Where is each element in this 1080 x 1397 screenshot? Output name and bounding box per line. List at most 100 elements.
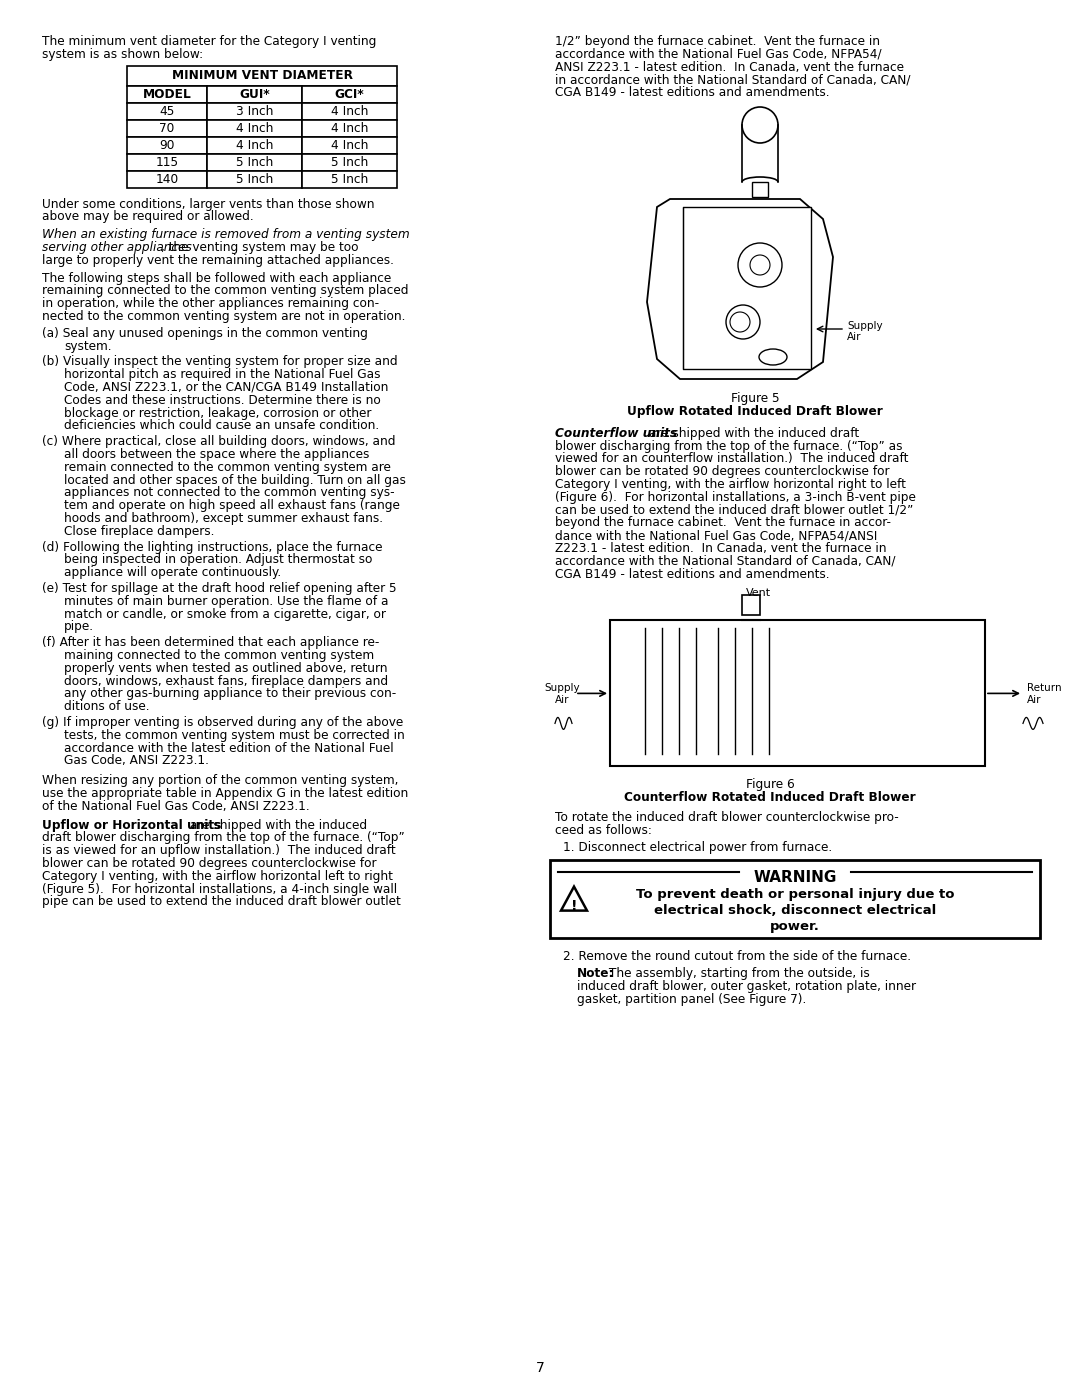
Text: pipe.: pipe.	[64, 620, 94, 633]
Text: 2. Remove the round cutout from the side of the furnace.: 2. Remove the round cutout from the side…	[563, 950, 912, 963]
Text: system is as shown below:: system is as shown below:	[42, 47, 203, 61]
Text: beyond the furnace cabinet.  Vent the furnace in accor-: beyond the furnace cabinet. Vent the fur…	[555, 517, 891, 529]
Bar	[127, 154, 207, 170]
Text: Vent: Vent	[745, 588, 770, 598]
Text: (g) If improper venting is observed during any of the above: (g) If improper venting is observed duri…	[42, 717, 403, 729]
Text: ceed as follows:: ceed as follows:	[555, 824, 652, 837]
Text: 4 Inch: 4 Inch	[330, 138, 368, 152]
Text: Counterflow units: Counterflow units	[555, 427, 677, 440]
Text: 5 Inch: 5 Inch	[330, 173, 368, 186]
Text: Figure 5: Figure 5	[731, 393, 780, 405]
Text: accordance with the latest edition of the National Fuel: accordance with the latest edition of th…	[64, 742, 393, 754]
Text: tem and operate on high speed all exhaust fans (range: tem and operate on high speed all exhaus…	[64, 499, 400, 513]
Text: Supply: Supply	[847, 321, 882, 331]
Text: Upflow Rotated Induced Draft Blower: Upflow Rotated Induced Draft Blower	[627, 405, 882, 418]
Bar	[207, 137, 302, 154]
Text: Under some conditions, larger vents than those shown: Under some conditions, larger vents than…	[42, 197, 375, 211]
Text: induced draft blower, outer gasket, rotation plate, inner: induced draft blower, outer gasket, rota…	[577, 981, 916, 993]
Text: Return: Return	[1027, 683, 1062, 693]
Text: use the appropriate table in Appendix G in the latest edition: use the appropriate table in Appendix G …	[42, 787, 408, 800]
Text: 5 Inch: 5 Inch	[330, 155, 368, 169]
Text: located and other spaces of the building. Turn on all gas: located and other spaces of the building…	[64, 474, 406, 486]
Text: 1/2” beyond the furnace cabinet.  Vent the furnace in: 1/2” beyond the furnace cabinet. Vent th…	[555, 35, 880, 47]
Text: remaining connected to the common venting system placed: remaining connected to the common ventin…	[42, 285, 408, 298]
Text: Code, ANSI Z223.1, or the CAN/CGA B149 Installation: Code, ANSI Z223.1, or the CAN/CGA B149 I…	[64, 381, 389, 394]
Text: blower discharging from the top of the furnace. (“Top” as: blower discharging from the top of the f…	[555, 440, 903, 453]
Text: WARNING: WARNING	[754, 869, 837, 884]
Text: maining connected to the common venting system: maining connected to the common venting …	[64, 650, 374, 662]
Bar	[752, 182, 768, 197]
Polygon shape	[561, 887, 588, 911]
Text: Note:: Note:	[577, 967, 615, 981]
Text: electrical shock, disconnect electrical: electrical shock, disconnect electrical	[653, 904, 936, 916]
Text: in accordance with the National Standard of Canada, CAN/: in accordance with the National Standard…	[555, 74, 910, 87]
Text: system.: system.	[64, 339, 111, 352]
Text: dance with the National Fuel Gas Code, NFPA54/ANSI: dance with the National Fuel Gas Code, N…	[555, 529, 877, 542]
Bar	[127, 120, 207, 137]
Text: The minimum vent diameter for the Category I venting: The minimum vent diameter for the Catego…	[42, 35, 376, 47]
Text: horizontal pitch as required in the National Fuel Gas: horizontal pitch as required in the Nati…	[64, 369, 380, 381]
Text: 1. Disconnect electrical power from furnace.: 1. Disconnect electrical power from furn…	[563, 841, 832, 854]
Text: To rotate the induced draft blower counterclockwise pro-: To rotate the induced draft blower count…	[555, 812, 899, 824]
Polygon shape	[647, 198, 833, 379]
Bar	[550, 859, 1040, 937]
Bar	[127, 170, 207, 187]
Text: ditions of use.: ditions of use.	[64, 700, 149, 714]
Text: doors, windows, exhaust fans, fireplace dampers and: doors, windows, exhaust fans, fireplace …	[64, 675, 388, 687]
Bar	[302, 120, 397, 137]
Text: viewed for an counterflow installation.)  The induced draft: viewed for an counterflow installation.)…	[555, 453, 908, 465]
Text: (b) Visually inspect the venting system for proper size and: (b) Visually inspect the venting system …	[42, 355, 397, 369]
Text: (d) Following the lighting instructions, place the furnace: (d) Following the lighting instructions,…	[42, 541, 382, 553]
Text: 70: 70	[160, 122, 175, 134]
Text: 140: 140	[156, 173, 178, 186]
Text: 3 Inch: 3 Inch	[235, 105, 273, 117]
Text: When an existing furnace is removed from a venting system: When an existing furnace is removed from…	[42, 228, 409, 242]
Text: 4 Inch: 4 Inch	[235, 138, 273, 152]
Text: Air: Air	[555, 696, 569, 705]
Text: Supply: Supply	[544, 683, 580, 693]
Text: minutes of main burner operation. Use the flame of a: minutes of main burner operation. Use th…	[64, 595, 389, 608]
Text: Air: Air	[1027, 696, 1041, 705]
Text: Codes and these instructions. Determine there is no: Codes and these instructions. Determine …	[64, 394, 381, 407]
Text: (Figure 6).  For horizontal installations, a 3-inch B-vent pipe: (Figure 6). For horizontal installations…	[555, 490, 916, 504]
Text: GUI*: GUI*	[239, 88, 270, 101]
Bar	[207, 102, 302, 120]
Text: remain connected to the common venting system are: remain connected to the common venting s…	[64, 461, 391, 474]
Bar	[207, 85, 302, 102]
Text: Air: Air	[847, 332, 862, 342]
Text: 90: 90	[160, 138, 175, 152]
Text: Upflow or Horizontal units: Upflow or Horizontal units	[42, 819, 221, 831]
Bar	[742, 595, 760, 616]
Bar	[207, 154, 302, 170]
Text: 4 Inch: 4 Inch	[330, 105, 368, 117]
Text: accordance with the National Standard of Canada, CAN/: accordance with the National Standard of…	[555, 555, 895, 567]
Bar	[610, 620, 985, 767]
Text: blockage or restriction, leakage, corrosion or other: blockage or restriction, leakage, corros…	[64, 407, 372, 419]
Bar	[127, 137, 207, 154]
Text: any other gas-burning appliance to their previous con-: any other gas-burning appliance to their…	[64, 687, 396, 700]
Bar	[302, 170, 397, 187]
Text: , the venting system may be too: , the venting system may be too	[161, 242, 359, 254]
Text: Figure 6: Figure 6	[745, 778, 795, 791]
Bar	[127, 66, 397, 85]
Text: (Figure 5).  For horizontal installations, a 4-inch single wall: (Figure 5). For horizontal installations…	[42, 883, 397, 895]
Text: gasket, partition panel (See Figure 7).: gasket, partition panel (See Figure 7).	[577, 993, 807, 1006]
Bar	[683, 207, 811, 369]
Text: (c) Where practical, close all building doors, windows, and: (c) Where practical, close all building …	[42, 436, 395, 448]
Text: serving other appliances: serving other appliances	[42, 242, 192, 254]
Bar	[302, 137, 397, 154]
Text: appliance will operate continuously.: appliance will operate continuously.	[64, 566, 281, 580]
Text: being inspected in operation. Adjust thermostat so: being inspected in operation. Adjust the…	[64, 553, 373, 566]
Text: nected to the common venting system are not in operation.: nected to the common venting system are …	[42, 310, 405, 323]
Text: are shipped with the induced: are shipped with the induced	[186, 819, 367, 831]
Text: GCI*: GCI*	[335, 88, 364, 101]
Text: properly vents when tested as outlined above, return: properly vents when tested as outlined a…	[64, 662, 388, 675]
Text: The following steps shall be followed with each appliance: The following steps shall be followed wi…	[42, 271, 391, 285]
Text: blower can be rotated 90 degrees counterclockwise for: blower can be rotated 90 degrees counter…	[42, 856, 377, 870]
Text: accordance with the National Fuel Gas Code, NFPA54/: accordance with the National Fuel Gas Co…	[555, 47, 881, 61]
Text: Gas Code, ANSI Z223.1.: Gas Code, ANSI Z223.1.	[64, 754, 208, 767]
Text: Category I venting, with the airflow horizontal right to left: Category I venting, with the airflow hor…	[555, 478, 906, 490]
Text: (f) After it has been determined that each appliance re-: (f) After it has been determined that ea…	[42, 636, 379, 650]
Text: Z223.1 - latest edition.  In Canada, vent the furnace in: Z223.1 - latest edition. In Canada, vent…	[555, 542, 887, 555]
Text: CGA B149 - latest editions and amendments.: CGA B149 - latest editions and amendment…	[555, 87, 829, 99]
